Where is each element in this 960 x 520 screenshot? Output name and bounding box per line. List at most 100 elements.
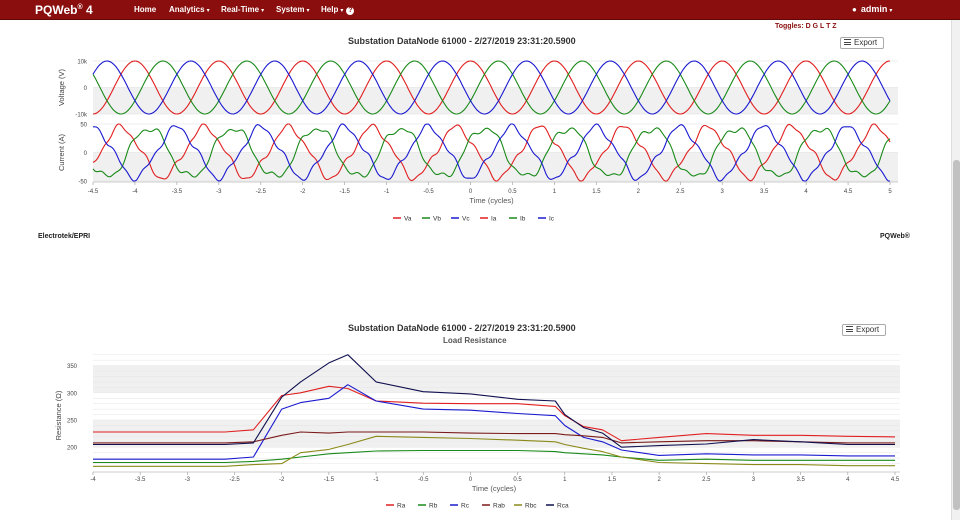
x-tick-label: 0 — [469, 477, 473, 483]
band-300-350 — [93, 365, 900, 393]
x-tick-label: 2 — [657, 477, 661, 483]
user-menu[interactable]: ● admin ▾ — [852, 4, 892, 14]
x-tick-label: -1.5 — [324, 477, 335, 483]
x-tick-label: 1.5 — [608, 477, 617, 483]
legend-label-rab: Rab — [493, 503, 505, 510]
current-band-lower — [93, 152, 898, 181]
x-tick-label: -4.5 — [88, 189, 99, 195]
legend-label-ib: Ib — [520, 216, 526, 223]
person-icon: ● — [852, 5, 857, 14]
toggles-bar[interactable]: Toggles: D G L T Z — [775, 23, 837, 30]
x-tick-label: -1 — [384, 189, 390, 195]
legend-label-ra: Ra — [397, 503, 406, 510]
nav-system[interactable]: System ▾ — [276, 5, 310, 14]
legend-label-rbc: Rbc — [525, 503, 537, 510]
series-rb-line — [93, 449, 895, 464]
x-tick-label: 1 — [553, 189, 557, 195]
series-ib-line — [92, 127, 891, 178]
y-tick-label: 300 — [67, 391, 78, 397]
voltage-y-tick-label: -10k — [75, 113, 88, 119]
x-tick-label: 5 — [888, 189, 892, 195]
series-ra-line — [93, 385, 896, 442]
y-tick-label: 350 — [67, 364, 78, 370]
resistance-chart-subtitle: Load Resistance — [443, 336, 507, 345]
nav-real-time[interactable]: Real-Time ▾ — [221, 5, 265, 14]
resistance-chart-title: Substation DataNode 61000 - 2/27/2019 23… — [348, 323, 576, 333]
x-tick-label: 2.5 — [702, 477, 711, 483]
x-tick-label: -3.5 — [135, 477, 146, 483]
nav-help[interactable]: Help ▾? — [321, 5, 355, 15]
y-tick-label: 200 — [67, 446, 78, 452]
series-rab-line — [93, 431, 895, 444]
series-vc-line — [92, 60, 891, 115]
legend-label-rb: Rb — [429, 503, 438, 510]
x-tick-label: -2 — [279, 477, 285, 483]
page-scrollbar[interactable] — [951, 20, 960, 520]
voltage-band-lower — [93, 87, 898, 114]
x-tick-label: -3.5 — [172, 189, 183, 195]
caret-down-icon: ▾ — [306, 8, 310, 14]
voltage-y-tick-label: 10k — [77, 60, 88, 66]
current-y-axis-title: Current (A) — [57, 133, 66, 171]
resistance-export-button[interactable]: Export — [842, 324, 886, 336]
footer-product: PQWeb® — [880, 233, 910, 240]
current-y-tick-label: -50 — [78, 180, 87, 186]
voltage-y-tick-label: 0 — [84, 86, 88, 92]
legend-label-vc: Vc — [462, 216, 470, 223]
x-tick-label: -4 — [90, 477, 96, 483]
caret-down-icon: ▾ — [340, 8, 344, 14]
legend-label-ic: Ic — [549, 216, 555, 223]
series-ic-line — [93, 123, 890, 182]
top-navbar: PQWeb® 4 Home Analytics ▾ Real-Time ▾ Syst… — [0, 0, 960, 20]
footer-company: Electrotek/EPRI — [38, 233, 91, 240]
x-tick-label: -4 — [132, 189, 138, 195]
y-tick-label: 250 — [67, 419, 78, 425]
waveform-export-button[interactable]: Export — [840, 37, 884, 49]
caret-down-icon: ▾ — [889, 8, 893, 14]
x-tick-label: 3.5 — [796, 477, 805, 483]
x-tick-label: 4.5 — [844, 189, 853, 195]
x-tick-label: 4 — [846, 477, 850, 483]
series-ia-line — [92, 123, 891, 182]
x-tick-label: 3.5 — [760, 189, 769, 195]
x-tick-label: -3 — [185, 477, 191, 483]
x-tick-label: 2 — [637, 189, 641, 195]
x-tick-label: -3 — [216, 189, 222, 195]
x-tick-label: -2 — [300, 189, 306, 195]
x-tick-label: 0.5 — [513, 477, 522, 483]
current-y-tick-label: 50 — [80, 123, 87, 129]
x-tick-label: 2.5 — [676, 189, 685, 195]
x-tick-label: 3 — [752, 477, 756, 483]
x-tick-label: 4.5 — [891, 477, 900, 483]
series-rca-line — [93, 354, 895, 448]
brand-logo[interactable]: PQWeb® 4 — [35, 3, 93, 17]
x-tick-label: 0 — [469, 189, 473, 195]
x-tick-label: 4 — [804, 189, 808, 195]
nav-analytics[interactable]: Analytics ▾ — [169, 5, 210, 14]
y-axis-title: Resistance (Ω) — [54, 390, 63, 440]
series-vb-line — [92, 60, 891, 115]
legend-label-rca: Rca — [557, 503, 569, 510]
legend-label-vb: Vb — [433, 216, 441, 223]
x-tick-label: -0.5 — [423, 189, 434, 195]
legend-label-rc: Rc — [461, 503, 470, 510]
menu-icon — [844, 39, 851, 45]
scrollbar-thumb[interactable] — [953, 160, 960, 510]
waveform-chart-title: Substation DataNode 61000 - 2/27/2019 23… — [348, 36, 576, 46]
help-icon: ? — [346, 7, 355, 15]
x-tick-label: -0.5 — [418, 477, 429, 483]
x-tick-label: -2.5 — [229, 477, 240, 483]
user-name: admin — [860, 4, 888, 14]
x-tick-label: 3 — [721, 189, 725, 195]
x-tick-label: 0.5 — [508, 189, 517, 195]
nav-home[interactable]: Home — [134, 5, 157, 14]
x-tick-label: -2.5 — [256, 189, 267, 195]
x-tick-label: 1 — [563, 477, 567, 483]
legend-label-ia: Ia — [491, 216, 497, 223]
caret-down-icon: ▾ — [206, 8, 210, 14]
x-axis-title: Time (cycles) — [469, 196, 514, 205]
x-tick-label: 1.5 — [592, 189, 601, 195]
current-y-tick-label: 0 — [84, 151, 88, 157]
